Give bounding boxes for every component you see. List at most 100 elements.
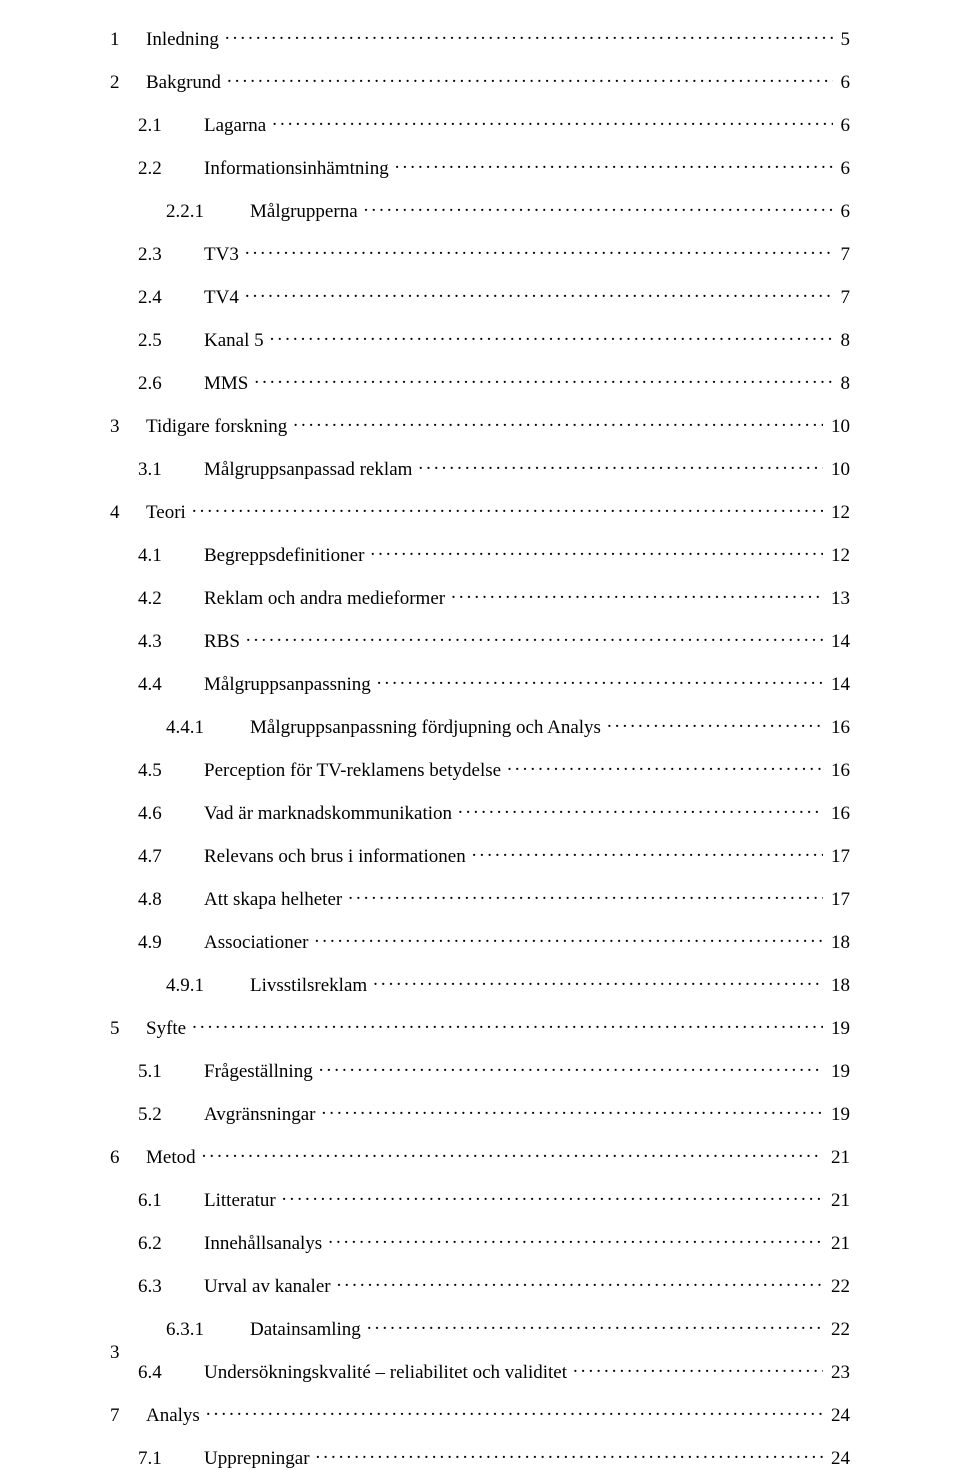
toc-entry-page: 18: [829, 932, 850, 954]
toc-entry-title: TV4: [204, 287, 239, 309]
toc-entry-title: Målgruppsanpassning fördjupning och Anal…: [250, 717, 601, 739]
toc-entry-number: 5.1: [138, 1061, 172, 1083]
toc-entry-title: Associationer: [204, 932, 308, 954]
toc-leader-dots: [328, 1230, 823, 1249]
toc-entry-number: 1: [110, 29, 124, 51]
toc-entry: 1Inledning5: [110, 26, 850, 51]
toc-entry: 4.5Perception för TV-reklamens betydelse…: [110, 757, 850, 782]
toc-entry-page: 6: [839, 201, 851, 223]
toc-entry-title: Avgränsningar: [204, 1104, 316, 1126]
toc-entry: 6.4Undersökningskvalité – reliabilitet o…: [110, 1359, 850, 1384]
toc-entry: 4.8 Att skapa helheter 17: [110, 886, 850, 911]
toc-entry-number: 6.4: [138, 1362, 172, 1384]
toc-entry-number: 2: [110, 72, 124, 94]
toc-entry-page: 21: [829, 1233, 850, 1255]
toc-entry-title: Lagarna: [204, 115, 266, 137]
toc-entry-title: Litteratur: [204, 1190, 276, 1212]
toc-leader-dots: [337, 1273, 823, 1292]
toc-entry: 4.9 Associationer 18: [110, 929, 850, 954]
toc-leader-dots: [270, 327, 833, 346]
toc-entry-title: Informationsinhämtning: [204, 158, 389, 180]
toc-entry: 6Metod21: [110, 1144, 850, 1169]
toc-entry-title: Metod: [146, 1147, 196, 1169]
toc-entry-number: 4.9: [138, 932, 172, 954]
toc-entry: 2.2.1Målgrupperna6: [110, 198, 850, 223]
toc-entry: 2Bakgrund6: [110, 69, 850, 94]
toc-entry-page: 14: [829, 631, 850, 653]
toc-entry-number: 6.1: [138, 1190, 172, 1212]
toc-entry: 2.6MMS8: [110, 370, 850, 395]
toc-leader-dots: [322, 1101, 823, 1120]
toc-entry-title: Begreppsdefinitioner: [204, 545, 364, 567]
toc-entry: 4.4Målgruppsanpassning14: [110, 671, 850, 696]
toc-entry-number: 2.2: [138, 158, 172, 180]
toc-entry-page: 19: [829, 1104, 850, 1126]
toc-entry-page: 21: [829, 1190, 850, 1212]
toc-entry-title: MMS: [204, 373, 248, 395]
toc-entry: 2.3TV37: [110, 241, 850, 266]
toc-entry-title: Reklam och andra medieformer: [204, 588, 445, 610]
toc-entry-number: 4.6: [138, 803, 172, 825]
toc-leader-dots: [458, 800, 823, 819]
toc-entry-page: 8: [839, 330, 851, 352]
toc-leader-dots: [254, 370, 832, 389]
toc-leader-dots: [451, 585, 823, 604]
toc-entry-number: 4.3: [138, 631, 172, 653]
toc-entry-page: 10: [829, 459, 850, 481]
toc-entry-page: 21: [829, 1147, 850, 1169]
toc-entry: 4.9.1Livsstilsreklam18: [110, 972, 850, 997]
toc-entry-page: 17: [829, 889, 850, 911]
toc-entry-title: Frågeställning: [204, 1061, 313, 1083]
toc-entry-title: RBS: [204, 631, 240, 653]
toc-leader-dots: [472, 843, 823, 862]
toc-entry-number: 6.3.1: [166, 1319, 214, 1341]
toc-entry-page: 12: [829, 502, 850, 524]
toc-entry-page: 19: [829, 1061, 850, 1083]
toc-leader-dots: [245, 284, 833, 303]
toc-entry-number: 4: [110, 502, 124, 524]
toc-entry-title: Vad är marknadskommunikation: [204, 803, 452, 825]
toc-entry-page: 24: [829, 1448, 850, 1470]
toc-entry-number: 4.1: [138, 545, 172, 567]
document-page: 1Inledning52Bakgrund62.1Lagarna62.2Infor…: [0, 0, 960, 1424]
toc-leader-dots: [245, 241, 833, 260]
toc-leader-dots: [225, 26, 833, 45]
toc-leader-dots: [507, 757, 823, 776]
toc-entry-page: 22: [829, 1319, 850, 1341]
toc-entry: 4.6 Vad är marknadskommunikation 16: [110, 800, 850, 825]
toc-entry-number: 3.1: [138, 459, 172, 481]
toc-entry-title: Bakgrund: [146, 72, 221, 94]
toc-leader-dots: [202, 1144, 823, 1163]
toc-leader-dots: [370, 542, 823, 561]
toc-entry-title: TV3: [204, 244, 239, 266]
toc-entry-number: 2.4: [138, 287, 172, 309]
toc-entry-title: Kanal 5: [204, 330, 264, 352]
toc-entry-number: 4.4: [138, 674, 172, 696]
toc-entry-title: Tidigare forskning: [146, 416, 287, 438]
toc-entry-page: 7: [839, 244, 851, 266]
toc-entry-page: 18: [829, 975, 850, 997]
toc-leader-dots: [206, 1402, 823, 1421]
toc-entry-number: 7.1: [138, 1448, 172, 1470]
toc-entry: 3Tidigare forskning10: [110, 413, 850, 438]
toc-leader-dots: [192, 1015, 823, 1034]
toc-entry-title: Relevans och brus i informationen: [204, 846, 466, 868]
toc-entry-number: 4.4.1: [166, 717, 214, 739]
toc-leader-dots: [607, 714, 823, 733]
toc-entry-title: Syfte: [146, 1018, 186, 1040]
toc-entry-title: Att skapa helheter: [204, 889, 342, 911]
toc-entry-number: 5: [110, 1018, 124, 1040]
toc-entry-title: Datainsamling: [250, 1319, 361, 1341]
toc-entry: 6.3.1 Datainsamling 22: [110, 1316, 850, 1341]
toc-entry: 2.5Kanal 58: [110, 327, 850, 352]
toc-entry-page: 19: [829, 1018, 850, 1040]
toc-leader-dots: [282, 1187, 823, 1206]
toc-leader-dots: [316, 1445, 823, 1464]
toc-entry-number: 4.8: [138, 889, 172, 911]
toc-entry-page: 12: [829, 545, 850, 567]
toc-entry-page: 16: [829, 803, 850, 825]
toc-entry-page: 5: [839, 29, 851, 51]
toc-leader-dots: [272, 112, 832, 131]
toc-leader-dots: [373, 972, 823, 991]
toc-entry: 7.1Upprepningar24: [110, 1445, 850, 1470]
